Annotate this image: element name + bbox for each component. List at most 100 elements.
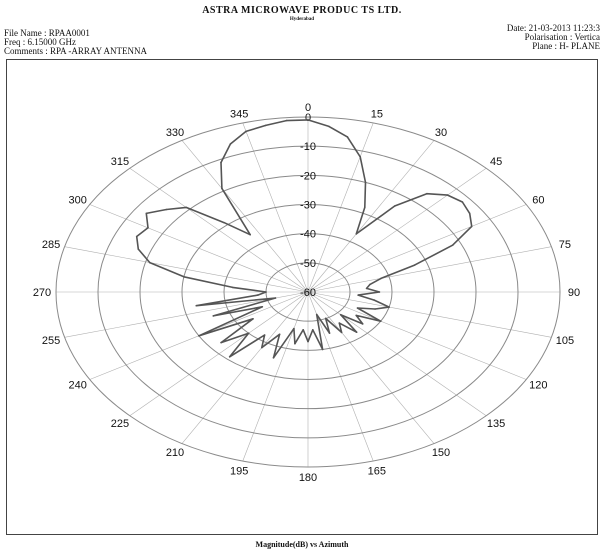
data-point bbox=[469, 213, 471, 215]
data-point bbox=[312, 329, 314, 331]
data-point bbox=[185, 207, 187, 209]
angle-tick-label: 60 bbox=[532, 195, 544, 207]
data-point bbox=[452, 244, 454, 246]
data-point bbox=[366, 288, 368, 290]
angle-tick-label: 315 bbox=[111, 156, 129, 168]
data-point bbox=[414, 264, 416, 266]
data-point bbox=[369, 284, 371, 286]
angle-tick-label: 225 bbox=[111, 418, 129, 430]
data-point bbox=[357, 307, 359, 309]
angle-tick-label: 120 bbox=[529, 380, 547, 392]
data-point bbox=[294, 343, 296, 345]
data-point bbox=[302, 329, 304, 331]
angle-tick-label: 210 bbox=[166, 447, 184, 459]
data-point bbox=[380, 320, 382, 322]
data-point bbox=[232, 287, 234, 289]
data-point bbox=[265, 125, 267, 127]
data-point bbox=[341, 332, 343, 334]
data-point bbox=[166, 209, 168, 211]
data-point bbox=[347, 136, 349, 138]
data-point bbox=[220, 342, 222, 344]
data-point bbox=[149, 262, 151, 264]
angle-tick-label: 75 bbox=[559, 239, 571, 251]
data-point bbox=[146, 213, 148, 215]
data-point bbox=[322, 349, 324, 351]
angle-tick-label: 180 bbox=[299, 472, 317, 484]
angle-tick-label: 195 bbox=[230, 466, 248, 478]
angle-tick-label: 105 bbox=[556, 335, 574, 347]
data-point bbox=[426, 193, 428, 195]
data-point bbox=[257, 294, 259, 296]
angle-tick-label: 165 bbox=[368, 466, 386, 478]
radial-tick-label: -10 bbox=[300, 141, 316, 153]
angle-tick-label: 0 bbox=[305, 102, 311, 114]
data-point bbox=[273, 357, 275, 359]
data-point bbox=[229, 356, 231, 358]
angle-tick-label: 300 bbox=[68, 195, 86, 207]
angle-tick-label: 135 bbox=[487, 418, 505, 430]
data-point bbox=[328, 126, 330, 128]
data-point bbox=[362, 323, 364, 325]
data-point bbox=[275, 297, 277, 299]
data-point bbox=[279, 334, 281, 336]
data-point bbox=[379, 291, 381, 293]
data-point bbox=[293, 328, 295, 330]
angle-tick-label: 30 bbox=[435, 127, 447, 139]
data-point bbox=[262, 306, 264, 308]
data-point bbox=[138, 248, 140, 250]
data-point bbox=[359, 156, 361, 158]
data-point bbox=[264, 334, 266, 336]
angle-tick-label: 270 bbox=[33, 287, 51, 299]
angle-tick-label: 240 bbox=[68, 380, 86, 392]
data-point bbox=[373, 299, 375, 301]
data-point bbox=[245, 131, 247, 133]
angle-tick-label: 330 bbox=[166, 127, 184, 139]
radial-tick-label: -30 bbox=[300, 200, 316, 212]
data-point bbox=[147, 227, 149, 229]
radial-tick-label: -40 bbox=[300, 229, 316, 241]
angle-tick-label: 150 bbox=[432, 447, 450, 459]
data-point bbox=[356, 233, 358, 235]
data-point bbox=[248, 332, 250, 334]
data-point bbox=[340, 314, 342, 316]
radial-tick-label: -20 bbox=[300, 170, 316, 182]
data-point bbox=[221, 188, 223, 190]
data-point bbox=[388, 306, 390, 308]
data-point bbox=[374, 308, 376, 310]
data-point bbox=[198, 335, 200, 337]
data-point bbox=[357, 294, 359, 296]
data-point bbox=[230, 143, 232, 145]
data-point bbox=[325, 318, 327, 320]
data-point bbox=[213, 315, 215, 317]
angle-tick-label: 345 bbox=[230, 108, 248, 120]
data-point bbox=[329, 332, 331, 334]
data-point bbox=[196, 305, 198, 307]
data-point bbox=[364, 207, 366, 209]
data-point bbox=[339, 322, 341, 324]
data-point bbox=[261, 347, 263, 349]
radial-tick-label: -60 bbox=[300, 287, 316, 299]
angle-tick-label: 45 bbox=[490, 156, 502, 168]
angle-tick-label: 15 bbox=[371, 108, 383, 120]
x-axis-label: Magnitude(dB) vs Azimuth bbox=[0, 540, 604, 549]
data-point bbox=[471, 226, 473, 228]
data-point bbox=[462, 201, 464, 203]
radial-tick-label: -50 bbox=[300, 258, 316, 270]
data-point bbox=[265, 291, 267, 293]
data-point bbox=[316, 314, 318, 316]
data-point bbox=[394, 205, 396, 207]
data-point bbox=[183, 276, 185, 278]
data-point bbox=[252, 318, 254, 320]
data-point bbox=[224, 222, 226, 224]
data-point bbox=[249, 234, 251, 236]
data-point bbox=[286, 120, 288, 122]
angle-tick-label: 90 bbox=[568, 287, 580, 299]
data-point bbox=[447, 194, 449, 196]
data-point bbox=[307, 341, 309, 343]
data-point bbox=[136, 236, 138, 238]
data-point bbox=[380, 278, 382, 280]
data-point bbox=[307, 119, 309, 121]
data-point bbox=[356, 331, 358, 333]
angle-tick-label: 285 bbox=[42, 239, 60, 251]
